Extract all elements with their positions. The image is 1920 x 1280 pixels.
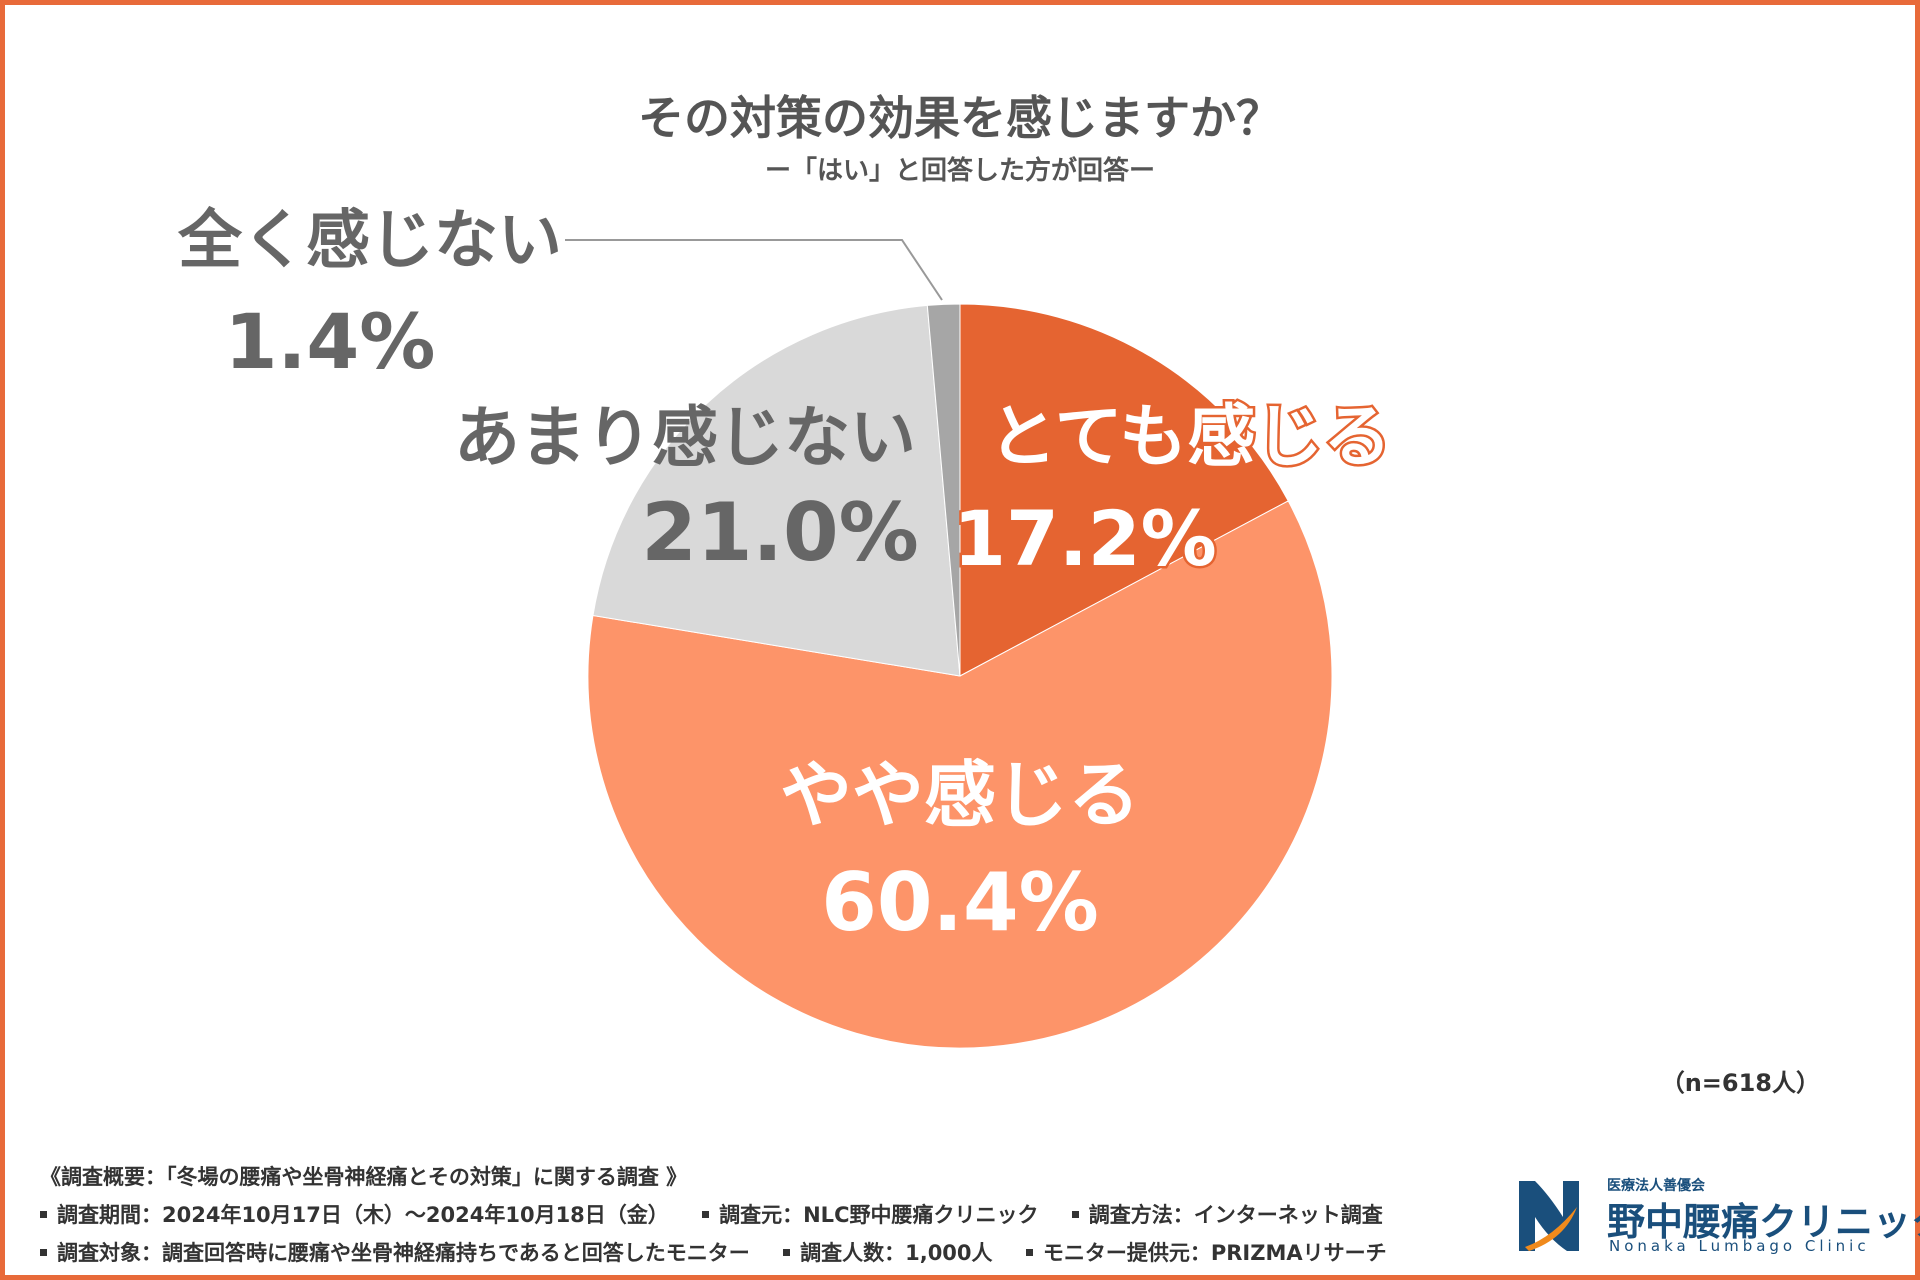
- clinic-logo-subtitle: 医療法人善優会: [1607, 1178, 1705, 1194]
- leader-line: [565, 239, 943, 301]
- bullet-icon: [1071, 1211, 1079, 1218]
- survey-provider: モニター提供元：PRIZMAリサーチ: [1042, 1241, 1387, 1265]
- clinic-logo-name: 野中腰痛クリニック: [1607, 1200, 1920, 1244]
- slice-label-やや感じる: やや感じる: [780, 753, 1140, 837]
- pie-slice-やや感じる: [587, 500, 1333, 1049]
- bullet-icon: [40, 1249, 47, 1256]
- bullet-icon: [702, 1211, 710, 1218]
- slice-value-とても感じる: 17.2%: [953, 494, 1217, 583]
- bullet-icon: [1025, 1249, 1033, 1256]
- slice-label-とても感じる: とても感じる: [989, 398, 1392, 477]
- slice-value-全く感じない: 1.4%: [225, 297, 436, 386]
- survey-period: 調査期間：2024年10月17日（木）～2024年10月18日（金）: [57, 1203, 669, 1227]
- slice-value-あまり感じない: 21.0%: [641, 486, 919, 579]
- survey-target: 調査対象：調査回答時に腰痛や坐骨神経痛持ちであると回答したモニター: [57, 1241, 750, 1265]
- slice-label-あまり感じない: あまり感じない: [454, 399, 916, 476]
- survey-overview: 《調査概要：「冬場の腰痛や坐骨神経痛とその対策」に関する調査 》: [40, 1165, 688, 1189]
- survey-source: 調査元：NLC野中腰痛クリニック: [719, 1203, 1039, 1227]
- bullet-icon: [40, 1211, 47, 1218]
- chart-subtitle: ー「はい」と回答した方が回答ー: [764, 156, 1155, 186]
- pie-slice-あまり感じない: [592, 304, 961, 677]
- pie-slice-全く感じない: [926, 303, 961, 677]
- slice-label-全く感じない: 全く感じない: [177, 204, 562, 278]
- survey-notes: 《調査概要：「冬場の腰痛や坐骨神経痛とその対策」に関する調査 》 調査期間：20…: [40, 1158, 1413, 1272]
- survey-method: 調査方法：インターネット調査: [1088, 1203, 1383, 1227]
- survey-count: 調査人数：1,000人: [800, 1241, 993, 1265]
- clinic-logo: 医療法人善優会 野中腰痛クリニック Nonaka Lumbago Clinic: [1515, 1175, 1920, 1257]
- bullet-icon: [783, 1249, 791, 1256]
- pie-slice-とても感じる: [959, 303, 1289, 677]
- clinic-logo-english: Nonaka Lumbago Clinic: [1609, 1237, 1870, 1255]
- chart-title: その対策の効果を感じますか？: [638, 91, 1282, 145]
- clinic-logo-icon: [1519, 1181, 1579, 1251]
- sample-size: （n=618人）: [1660, 1069, 1820, 1097]
- slice-value-やや感じる: 60.4%: [821, 856, 1099, 949]
